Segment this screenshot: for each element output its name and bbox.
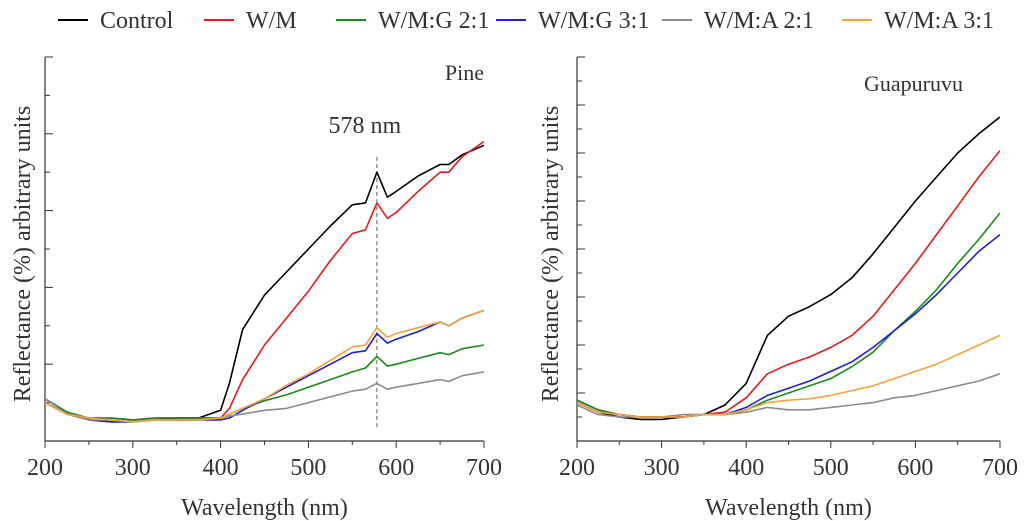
series-line-w-m-g-2-1 [45, 344, 484, 421]
legend-label-w-m: W/M [246, 8, 297, 34]
x-axis-label: Wavelength (nm) [181, 495, 348, 521]
x-tick-label: 400 [728, 455, 764, 481]
x-tick-label: 700 [466, 455, 502, 481]
legend-label-w-m-g-2-1: W/M:G 2:1 [378, 8, 489, 34]
series-line-control [45, 144, 484, 423]
y-axis-label: Reflectance (%) arbitrary units [538, 106, 564, 403]
x-tick-label: 200 [27, 455, 63, 481]
legend-label-w-m-g-3-1: W/M:G 3:1 [538, 8, 649, 34]
series-line-w-m [45, 140, 484, 421]
x-tick-label: 200 [559, 455, 595, 481]
x-axis-label: Wavelength (nm) [705, 495, 872, 521]
x-tick-label: 300 [644, 455, 680, 481]
legend-label-control: Control [100, 8, 174, 34]
series-line-w-m [577, 150, 1000, 418]
x-tick-label: 600 [378, 455, 414, 481]
chart-title: Guapuruvu [864, 71, 963, 96]
x-tick-label: 600 [897, 455, 933, 481]
chart-guapuruvu: 200 300 400 500 600 700 Wavelength (nm) Reflect… [538, 56, 1018, 521]
legend: Control W/M W/M:G 2:1 W/M:G 3:1 W/M:A 2:1 W/M… [58, 8, 994, 34]
legend-label-w-m-a-3-1: W/M:A 3:1 [884, 8, 994, 34]
annotation-label: 578 nm [329, 113, 402, 139]
series-line-w-m-a-2-1 [577, 373, 1000, 418]
x-tick-label: 300 [115, 455, 151, 481]
series-line-w-m-a-2-1 [45, 371, 484, 423]
series-line-w-m-a-3-1 [577, 334, 1000, 418]
series-line-w-m-a-3-1 [45, 309, 484, 423]
y-axis-label: Reflectance (%) arbitrary units [10, 106, 36, 403]
chart-pine: 200 300 400 500 600 700 Wavelength (nm) Reflect… [10, 56, 502, 521]
legend-label-w-m-a-2-1: W/M:A 2:1 [704, 8, 814, 34]
series-line-w-m-g-2-1 [577, 212, 1000, 418]
x-tick-label: 500 [290, 455, 326, 481]
series-line-control [577, 116, 1000, 421]
x-tick-label: 500 [813, 455, 849, 481]
chart-title: Pine [445, 60, 484, 85]
x-tick-label: 700 [982, 455, 1018, 481]
x-tick-label: 400 [203, 455, 239, 481]
series-line-w-m-g-3-1 [577, 233, 1000, 418]
